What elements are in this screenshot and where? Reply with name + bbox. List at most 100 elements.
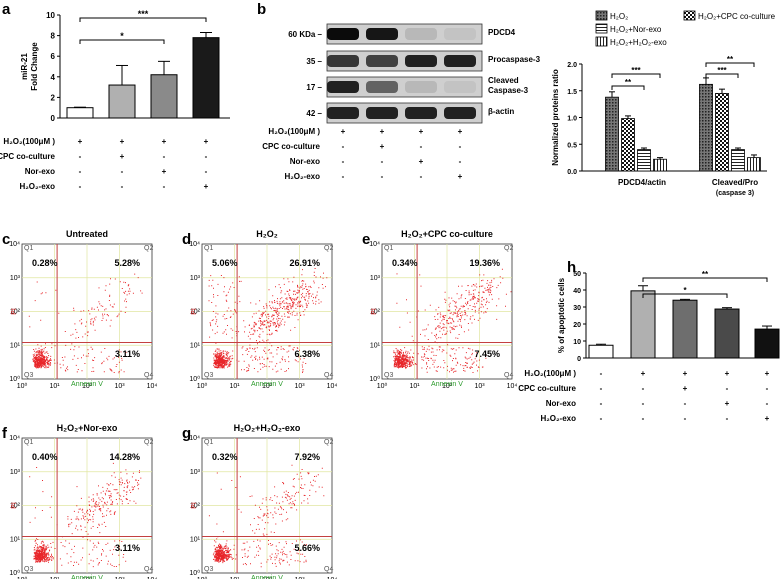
protein-label: Cleaved [488,76,519,85]
blot-band [327,28,359,40]
y-tick-label: 10⁴ [9,241,20,248]
x-tick-label: 10⁴ [507,383,518,390]
condition-sign: - [726,414,729,423]
condition-sign: - [459,157,462,166]
condition-sign: + [120,137,125,146]
bar [621,118,635,172]
panel-b-chart: H₂O₂ H₂O₂+CPC co-culture H₂O₂+Nor-exo H₂O₂+… [551,10,776,197]
condition-sign: - [726,384,729,393]
flow-panel-title: H₂O₂+Nor-exo [57,423,118,433]
bar [605,96,619,172]
significance-bracket [705,62,755,67]
y-tick-label: 10³ [190,275,201,282]
blot-band [327,81,359,93]
x-tick-label: 10⁴ [147,577,158,579]
y-tick-label: 10⁰ [369,375,380,383]
x-tick-label: 10⁴ [147,383,158,390]
y-tick-label: 10³ [190,469,201,476]
y-axis-label: miR-21 [20,53,29,80]
legend-swatch [595,10,608,21]
y-tick-label: 10⁴ [369,241,380,248]
condition-sign: - [642,399,645,408]
y-tick-label: 10⁰ [189,375,200,383]
quadrant-percent-lower-right: 5.66% [294,543,320,553]
y-tick-label: 1.5 [567,89,577,96]
quadrant-percent-lower-right: 3.11% [115,349,140,359]
x-axis-label: Annexin V [251,381,283,388]
quadrant-percent-lower-right: 3.11% [115,543,140,553]
y-tick-label: 10¹ [190,536,201,543]
y-tick-label: 10⁴ [9,435,20,442]
condition-sign: - [342,157,345,166]
x-tick-label: 10³ [114,383,125,390]
bar [714,308,740,359]
panel-letter: a [2,1,11,18]
protein-label: Procaspase-3 [488,55,541,64]
x-tick-label: 10¹ [229,577,240,579]
x-tick-label: 10¹ [49,577,60,579]
x-category-label: PDCD4/actin [618,178,666,187]
condition-sign: - [684,399,687,408]
x-tick-label: 10² [82,383,93,390]
significance-bracket [79,39,165,44]
condition-label: CPC co-culture [262,142,320,151]
y-tick-label: 10⁰ [9,375,20,383]
y-tick-label: 10³ [10,469,21,476]
x-tick-label: 10⁴ [327,577,338,579]
y-tick-label: 10¹ [10,536,21,543]
condition-sign: + [204,137,209,146]
quadrant-percent-upper-right: 5.28% [114,258,140,268]
panel-b-western-blot: b 60 KDa – 35 – 17 – 42 – PDCD4 Procaspase-3 Cl… [257,1,541,181]
flow-panel-d: d H₂O₂ Q1 Q2 Q3 Q4 5.06% 26.91% 6.38% 10⁰ 10¹ 10² 10… [182,229,337,390]
significance-bracket [79,17,207,22]
blot-band [444,81,476,93]
condition-sign: + [341,127,346,136]
bar [672,299,698,359]
bar [108,84,136,119]
bar [653,158,667,172]
protein-label: PDCD4 [488,28,516,37]
bar [699,83,713,172]
quadrant-id: Q3 [24,566,33,573]
flow-panel-title: H₂O₂ [256,229,278,239]
molecular-weight-label: 60 KDa – [288,30,322,39]
significance-label: * [120,31,124,41]
condition-sign: - [420,172,423,181]
quadrant-id: Q1 [204,245,213,252]
significance-bracket [705,73,739,78]
condition-sign: + [419,157,424,166]
condition-sign: - [459,142,462,151]
condition-label: H₂O₂(100μM ) [524,369,576,378]
quadrant-id: Q4 [504,372,513,379]
panel-letter: h [567,259,576,276]
y-tick-label: 40 [573,288,581,295]
x-tick-label: 10⁰ [197,382,208,390]
y-tick-label: 50 [573,271,581,278]
quadrant-id: Q3 [384,372,393,379]
quadrant-id: Q1 [24,245,33,252]
y-axis-label: PI [191,502,198,509]
condition-sign: + [683,384,688,393]
legend-label: H₂O₂+H₂O₂-exo [610,38,667,47]
quadrant-id: Q2 [144,439,153,446]
quadrant-id: Q4 [144,566,153,573]
x-axis-label: Annexin V [71,575,103,579]
quadrant-percent-upper-right: 7.92% [294,452,320,462]
condition-sign: + [725,369,730,378]
condition-sign: + [683,369,688,378]
panel-letter: b [257,1,266,18]
condition-sign: - [600,399,603,408]
quadrant-id: Q1 [384,245,393,252]
condition-sign: + [120,152,125,161]
y-tick-label: 10⁰ [9,569,20,577]
y-tick-label: 10 [573,339,581,346]
y-axis-label: % of apoptotic cells [557,277,566,353]
x-axis-label: Annexin V [251,575,283,579]
event-dots [28,273,143,374]
x-tick-label: 10² [82,577,93,579]
condition-sign: - [79,182,82,191]
legend-label: H₂O₂ [610,12,628,21]
condition-sign: - [342,172,345,181]
quadrant-percent-lower-right: 6.38% [294,349,320,359]
